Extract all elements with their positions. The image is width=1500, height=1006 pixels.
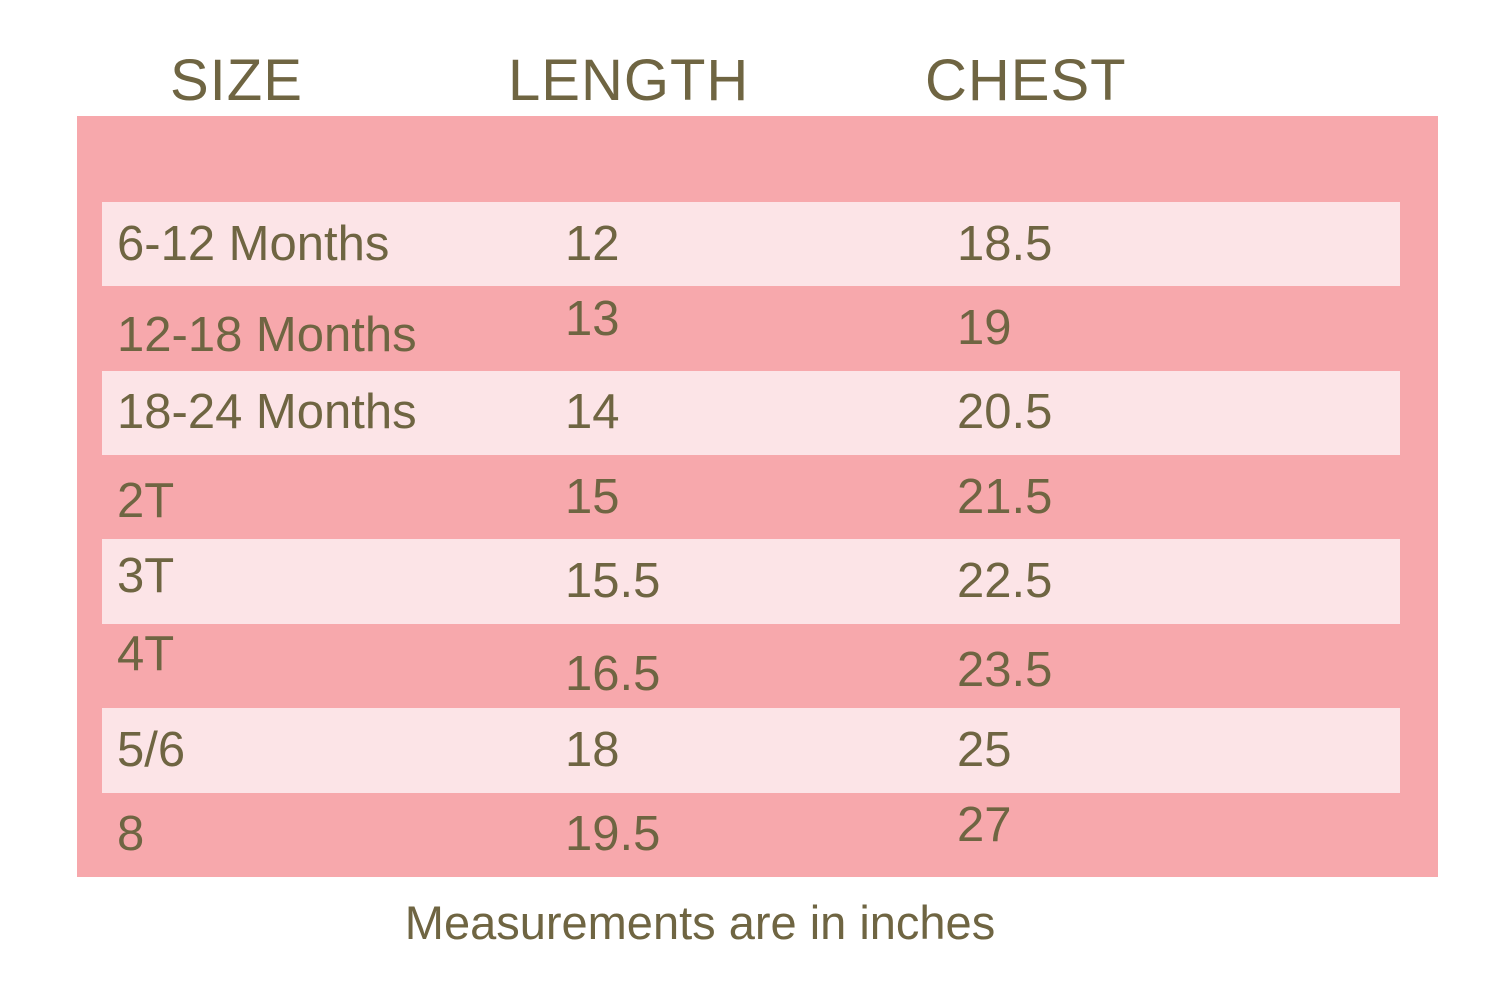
size-cell: 12-18 Months	[117, 308, 417, 363]
table-row: 4T 16.5 23.5	[77, 624, 1438, 708]
chest-cell: 21.5	[957, 469, 1053, 524]
chest-cell: 19	[957, 301, 1012, 356]
chest-cell: 25	[957, 722, 1012, 777]
length-cell: 15	[565, 469, 620, 524]
size-cell: 8	[117, 807, 145, 862]
table-row: 3T 15.5 22.5	[77, 539, 1438, 625]
header-length: LENGTH	[508, 48, 750, 113]
length-cell: 13	[565, 292, 620, 347]
length-cell: 16.5	[565, 647, 661, 702]
table-row: 2T 15 21.5	[77, 455, 1438, 539]
column-headers: SIZE LENGTH CHEST	[0, 0, 1500, 116]
length-cell: 14	[565, 385, 620, 440]
chest-cell: 20.5	[957, 385, 1053, 440]
size-cell: 5/6	[117, 722, 186, 777]
table-row: 6-12 Months 12 18.5	[77, 202, 1438, 287]
size-cell: 3T	[117, 549, 175, 604]
chest-cell: 22.5	[957, 554, 1053, 609]
table-row: 8 19.5 27	[77, 793, 1438, 877]
length-cell: 12	[565, 216, 620, 271]
size-cell: 2T	[117, 473, 175, 528]
table-row: 5/6 18 25	[77, 708, 1438, 793]
length-cell: 15.5	[565, 554, 661, 609]
size-cell: 6-12 Months	[117, 216, 390, 271]
measurements-note: Measurements are in inches	[404, 896, 996, 949]
header-chest: CHEST	[925, 48, 1127, 113]
table-row: 18-24 Months 14 20.5	[77, 370, 1438, 456]
table-rows: 6-12 Months 12 18.5 12-18 Months 13 19 1…	[77, 202, 1438, 877]
table-row: 12-18 Months 13 19	[77, 286, 1438, 370]
size-cell: 4T	[117, 627, 175, 682]
size-chart-panel: 6-12 Months 12 18.5 12-18 Months 13 19 1…	[77, 116, 1438, 877]
size-cell: 18-24 Months	[117, 385, 417, 440]
chest-cell: 27	[957, 798, 1012, 853]
chest-cell: 18.5	[957, 216, 1053, 271]
length-cell: 18	[565, 722, 620, 777]
length-cell: 19.5	[565, 807, 661, 862]
chest-cell: 23.5	[957, 643, 1053, 698]
header-size: SIZE	[170, 48, 303, 113]
